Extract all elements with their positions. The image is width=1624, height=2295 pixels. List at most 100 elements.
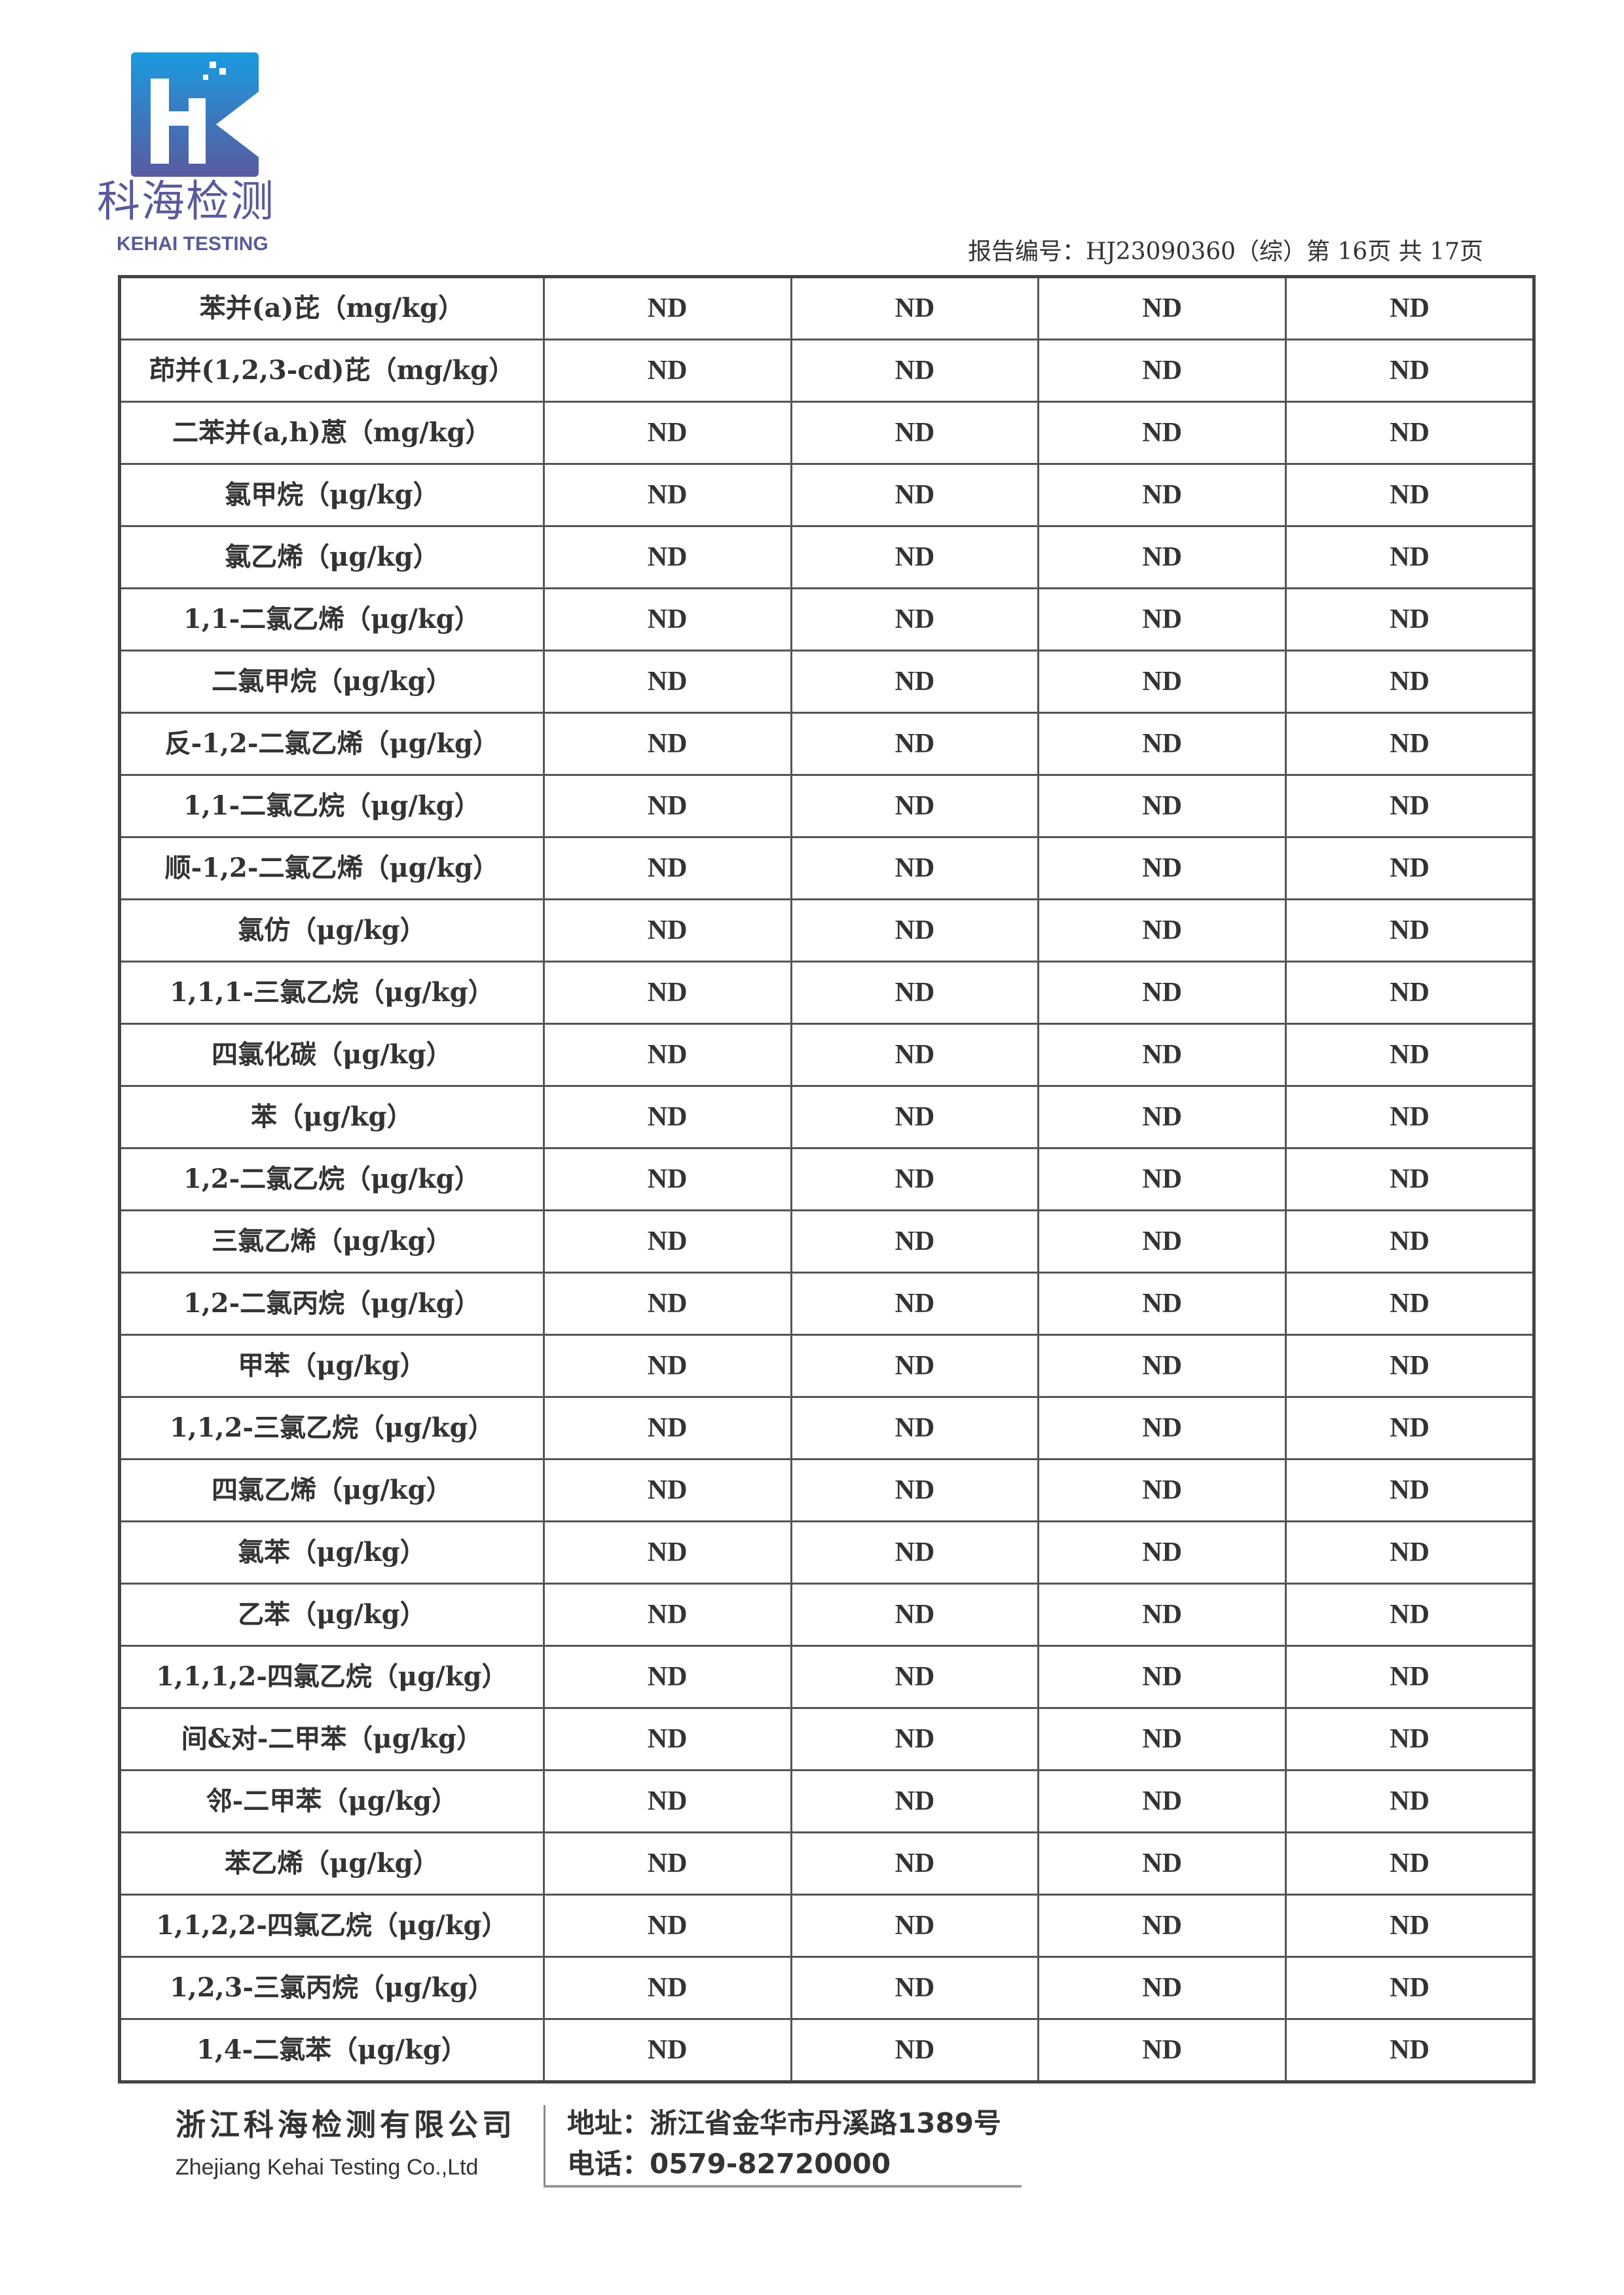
result-cell: ND [790, 1583, 1040, 1647]
table-row: 二苯并(a,h)蒽（mg/kg） ND ND ND ND [119, 401, 1535, 465]
table-row: 1,1,2-三氯乙烷（μg/kg） ND ND ND ND [119, 1396, 1535, 1460]
result-cell: ND [1037, 1956, 1287, 2020]
company-logo [131, 52, 259, 177]
footer-company-en: Zhejiang Kehai Testing Co.,Ltd [175, 2155, 479, 2180]
analyte-name: 苯乙烯（μg/kg） [119, 1831, 545, 1896]
analyte-name: 1,1,2-三氯乙烷（μg/kg） [119, 1396, 545, 1460]
result-cell: ND [1037, 712, 1287, 776]
table-row: 1,1-二氯乙烷（μg/kg） ND ND ND ND [119, 774, 1535, 838]
result-cell: ND [1285, 1458, 1535, 1522]
result-cell: ND [790, 1209, 1040, 1274]
table-row: 1,2-二氯乙烷（μg/kg） ND ND ND ND [119, 1147, 1535, 1211]
table-row: 氯苯（μg/kg） ND ND ND ND [119, 1520, 1535, 1585]
result-cell: ND [542, 276, 792, 340]
result-cell: ND [1037, 1272, 1287, 1336]
result-cell: ND [1285, 1831, 1535, 1896]
table-row: 氯甲烷（μg/kg） ND ND ND ND [119, 463, 1535, 527]
table-row: 1,1,1-三氯乙烷（μg/kg） ND ND ND ND [119, 961, 1535, 1025]
result-cell: ND [542, 1458, 792, 1522]
table-row: 茚并(1,2,3-cd)芘（mg/kg） ND ND ND ND [119, 339, 1535, 403]
analyte-name: 氯甲烷（μg/kg） [119, 463, 545, 527]
result-cell: ND [1037, 525, 1287, 589]
table-row: 邻-二甲苯（μg/kg） ND ND ND ND [119, 1769, 1535, 1833]
analyte-name: 乙苯（μg/kg） [119, 1583, 545, 1647]
analyte-name: 顺-1,2-二氯乙烯（μg/kg） [119, 836, 545, 900]
result-cell: ND [790, 1023, 1040, 1087]
analyte-name: 氯仿（μg/kg） [119, 898, 545, 963]
result-cell: ND [1285, 1209, 1535, 1274]
table-row: 三氯乙烯（μg/kg） ND ND ND ND [119, 1209, 1535, 1274]
report-number: 报告编号：HJ23090360（综）第 16页 共 17页 [968, 238, 1484, 265]
result-cell: ND [1037, 401, 1287, 465]
result-cell: ND [542, 836, 792, 900]
result-cell: ND [1285, 1023, 1535, 1087]
result-cell: ND [1037, 1209, 1287, 1274]
analyte-name: 1,1-二氯乙烷（μg/kg） [119, 774, 545, 838]
result-cell: ND [790, 276, 1040, 340]
result-cell: ND [1037, 898, 1287, 963]
result-cell: ND [1285, 1520, 1535, 1585]
result-cell: ND [542, 1520, 792, 1585]
result-cell: ND [542, 1831, 792, 1896]
result-cell: ND [1285, 961, 1535, 1025]
result-cell: ND [542, 1583, 792, 1647]
result-cell: ND [1037, 836, 1287, 900]
result-cell: ND [1285, 525, 1535, 589]
result-cell: ND [1285, 587, 1535, 652]
result-cell: ND [1285, 1272, 1535, 1336]
table-row: 1,4-二氯苯（μg/kg） ND ND ND ND [119, 2018, 1535, 2083]
result-cell: ND [1285, 650, 1535, 714]
result-cell: ND [1285, 339, 1535, 403]
table-row: 二氯甲烷（μg/kg） ND ND ND ND [119, 650, 1535, 714]
result-cell: ND [1285, 898, 1535, 963]
result-cell: ND [542, 1147, 792, 1211]
result-cell: ND [1037, 1645, 1287, 1709]
result-cell: ND [542, 2018, 792, 2083]
footer-divider [544, 2105, 545, 2187]
analyte-name: 1,1,2,2-四氯乙烷（μg/kg） [119, 1894, 545, 1958]
result-cell: ND [790, 712, 1040, 776]
result-cell: ND [1285, 1707, 1535, 1771]
result-cell: ND [1037, 1894, 1287, 1958]
result-cell: ND [1037, 587, 1287, 652]
table-row: 顺-1,2-二氯乙烯（μg/kg） ND ND ND ND [119, 836, 1535, 900]
result-cell: ND [790, 1956, 1040, 2020]
result-cell: ND [790, 2018, 1040, 2083]
result-cell: ND [1037, 1583, 1287, 1647]
result-cell: ND [790, 1147, 1040, 1211]
result-cell: ND [790, 1894, 1040, 1958]
results-table: 苯并(a)芘（mg/kg） ND ND ND ND 茚并(1,2,3-cd)芘（mg/kg… [118, 275, 1536, 2084]
result-cell: ND [542, 525, 792, 589]
analyte-name: 1,2-二氯丙烷（μg/kg） [119, 1272, 545, 1336]
result-cell: ND [542, 339, 792, 403]
table-row: 1,2-二氯丙烷（μg/kg） ND ND ND ND [119, 1272, 1535, 1336]
result-cell: ND [1037, 1085, 1287, 1149]
table-row: 甲苯（μg/kg） ND ND ND ND [119, 1334, 1535, 1398]
result-cell: ND [1037, 276, 1287, 340]
result-cell: ND [1285, 1147, 1535, 1211]
analyte-name: 苯并(a)芘（mg/kg） [119, 276, 545, 340]
result-cell: ND [542, 463, 792, 527]
result-cell: ND [542, 1023, 792, 1087]
result-cell: ND [1037, 1707, 1287, 1771]
analyte-name: 甲苯（μg/kg） [119, 1334, 545, 1398]
analyte-name: 1,2-二氯乙烷（μg/kg） [119, 1147, 545, 1211]
table-row: 苯并(a)芘（mg/kg） ND ND ND ND [119, 276, 1535, 340]
result-cell: ND [790, 463, 1040, 527]
footer-address: 地址：浙江省金华市丹溪路1389号 [567, 2107, 1001, 2139]
analyte-name: 四氯化碳（μg/kg） [119, 1023, 545, 1087]
result-cell: ND [790, 1085, 1040, 1149]
result-cell: ND [1285, 1769, 1535, 1833]
result-cell: ND [790, 1645, 1040, 1709]
analyte-name: 反-1,2-二氯乙烯（μg/kg） [119, 712, 545, 776]
logo-text-cn: 科海检测 [97, 176, 275, 227]
table-row: 1,1,2,2-四氯乙烷（μg/kg） ND ND ND ND [119, 1894, 1535, 1958]
result-cell: ND [790, 587, 1040, 652]
result-cell: ND [542, 1334, 792, 1398]
result-cell: ND [1285, 1583, 1535, 1647]
result-cell: ND [1037, 1520, 1287, 1585]
result-cell: ND [542, 401, 792, 465]
result-cell: ND [790, 525, 1040, 589]
result-cell: ND [542, 1956, 792, 2020]
result-cell: ND [1037, 1334, 1287, 1398]
